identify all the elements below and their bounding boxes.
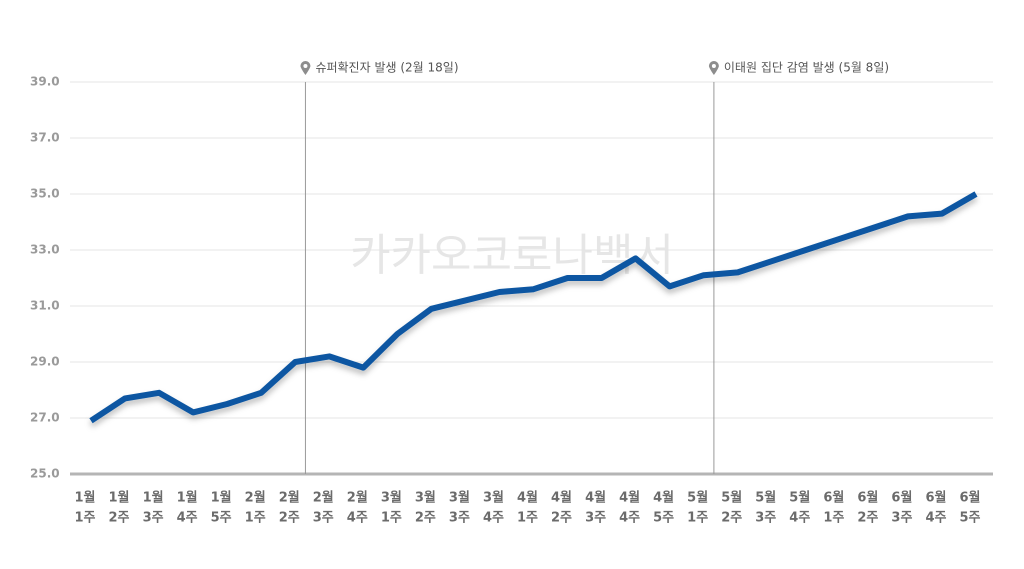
- x-tick-label: 3주: [313, 511, 334, 526]
- x-tick-label: 2주: [415, 511, 436, 526]
- x-tick-label: 6월: [891, 490, 912, 506]
- x-tick-label: 3주: [585, 511, 606, 526]
- x-tick-label: 4월: [551, 490, 572, 506]
- x-tick-label: 1주: [74, 511, 95, 526]
- y-tick-label: 39.0: [30, 75, 60, 89]
- pin-icon: [708, 61, 719, 75]
- x-tick-label: 4주: [347, 511, 368, 526]
- x-tick-label: 3주: [891, 511, 912, 526]
- pin-dot: [303, 64, 308, 68]
- x-tick-label: 5주: [959, 511, 980, 526]
- x-tick-label: 3주: [755, 511, 776, 526]
- x-tick-label: 4주: [789, 511, 810, 526]
- annotation-text: 슈퍼확진자 발생 (2월 18일): [315, 61, 458, 75]
- watermark: 카카오코로나백서: [350, 230, 674, 281]
- x-tick-label: 2주: [551, 511, 572, 526]
- x-tick-label: 1주: [517, 511, 538, 526]
- x-tick-label: 3주: [143, 511, 164, 526]
- x-tick-label: 3월: [415, 490, 436, 506]
- x-tick-label: 2월: [313, 490, 334, 506]
- x-tick-label: 1월: [211, 490, 232, 506]
- x-tick-label: 5주: [211, 511, 232, 526]
- x-tick-label: 4주: [619, 511, 640, 526]
- pin-icon: [300, 61, 311, 75]
- x-tick-label: 6월: [857, 490, 878, 506]
- x-tick-label: 5월: [721, 490, 742, 506]
- x-tick-label: 6월: [823, 490, 844, 506]
- x-tick-label: 1주: [687, 511, 708, 526]
- x-tick-label: 1월: [143, 490, 164, 506]
- x-tick-label: 2주: [857, 511, 878, 526]
- y-tick-label: 31.0: [30, 299, 60, 313]
- x-tick-label: 3월: [483, 490, 504, 506]
- y-tick-label: 35.0: [30, 187, 60, 201]
- x-tick-label: 2주: [109, 511, 130, 526]
- x-tick-label: 3월: [381, 490, 402, 506]
- annotation-text: 이태원 집단 감염 발생 (5월 8일): [724, 61, 889, 75]
- y-tick-label: 27.0: [30, 411, 60, 425]
- x-tick-label: 2월: [245, 490, 266, 506]
- x-tick-label: 2주: [721, 511, 742, 526]
- x-tick-label: 4월: [585, 490, 606, 506]
- x-tick-label: 5주: [653, 511, 674, 526]
- x-tick-label: 1월: [177, 490, 198, 506]
- y-tick-label: 33.0: [30, 243, 60, 257]
- x-tick-label: 1주: [381, 511, 402, 526]
- x-tick-label: 4주: [483, 511, 504, 526]
- x-tick-label: 6월: [959, 490, 980, 506]
- y-tick-label: 37.0: [30, 131, 60, 145]
- x-tick-label: 1월: [109, 490, 130, 506]
- x-tick-label: 2월: [347, 490, 368, 506]
- x-tick-label: 5월: [755, 490, 776, 506]
- pin-dot: [711, 64, 716, 68]
- x-tick-label: 5월: [687, 490, 708, 506]
- x-tick-label: 1주: [823, 511, 844, 526]
- data-line: [89, 191, 978, 424]
- x-tick-label: 3주: [449, 511, 470, 526]
- x-tick-label: 4주: [177, 511, 198, 526]
- x-tick-label: 2주: [279, 511, 300, 526]
- x-tick-label: 1월: [74, 490, 95, 506]
- x-tick-label: 3월: [449, 490, 470, 506]
- y-tick-label: 29.0: [30, 355, 60, 369]
- x-tick-label: 5월: [789, 490, 810, 506]
- x-tick-label: 4주: [925, 511, 946, 526]
- x-tick-label: 4월: [517, 490, 538, 506]
- x-tick-label: 2월: [279, 490, 300, 506]
- x-tick-label: 1주: [245, 511, 266, 526]
- x-tick-label: 4월: [619, 490, 640, 506]
- y-tick-label: 25.0: [30, 467, 60, 481]
- x-tick-label: 6월: [925, 490, 946, 506]
- x-tick-label: 4월: [653, 490, 674, 506]
